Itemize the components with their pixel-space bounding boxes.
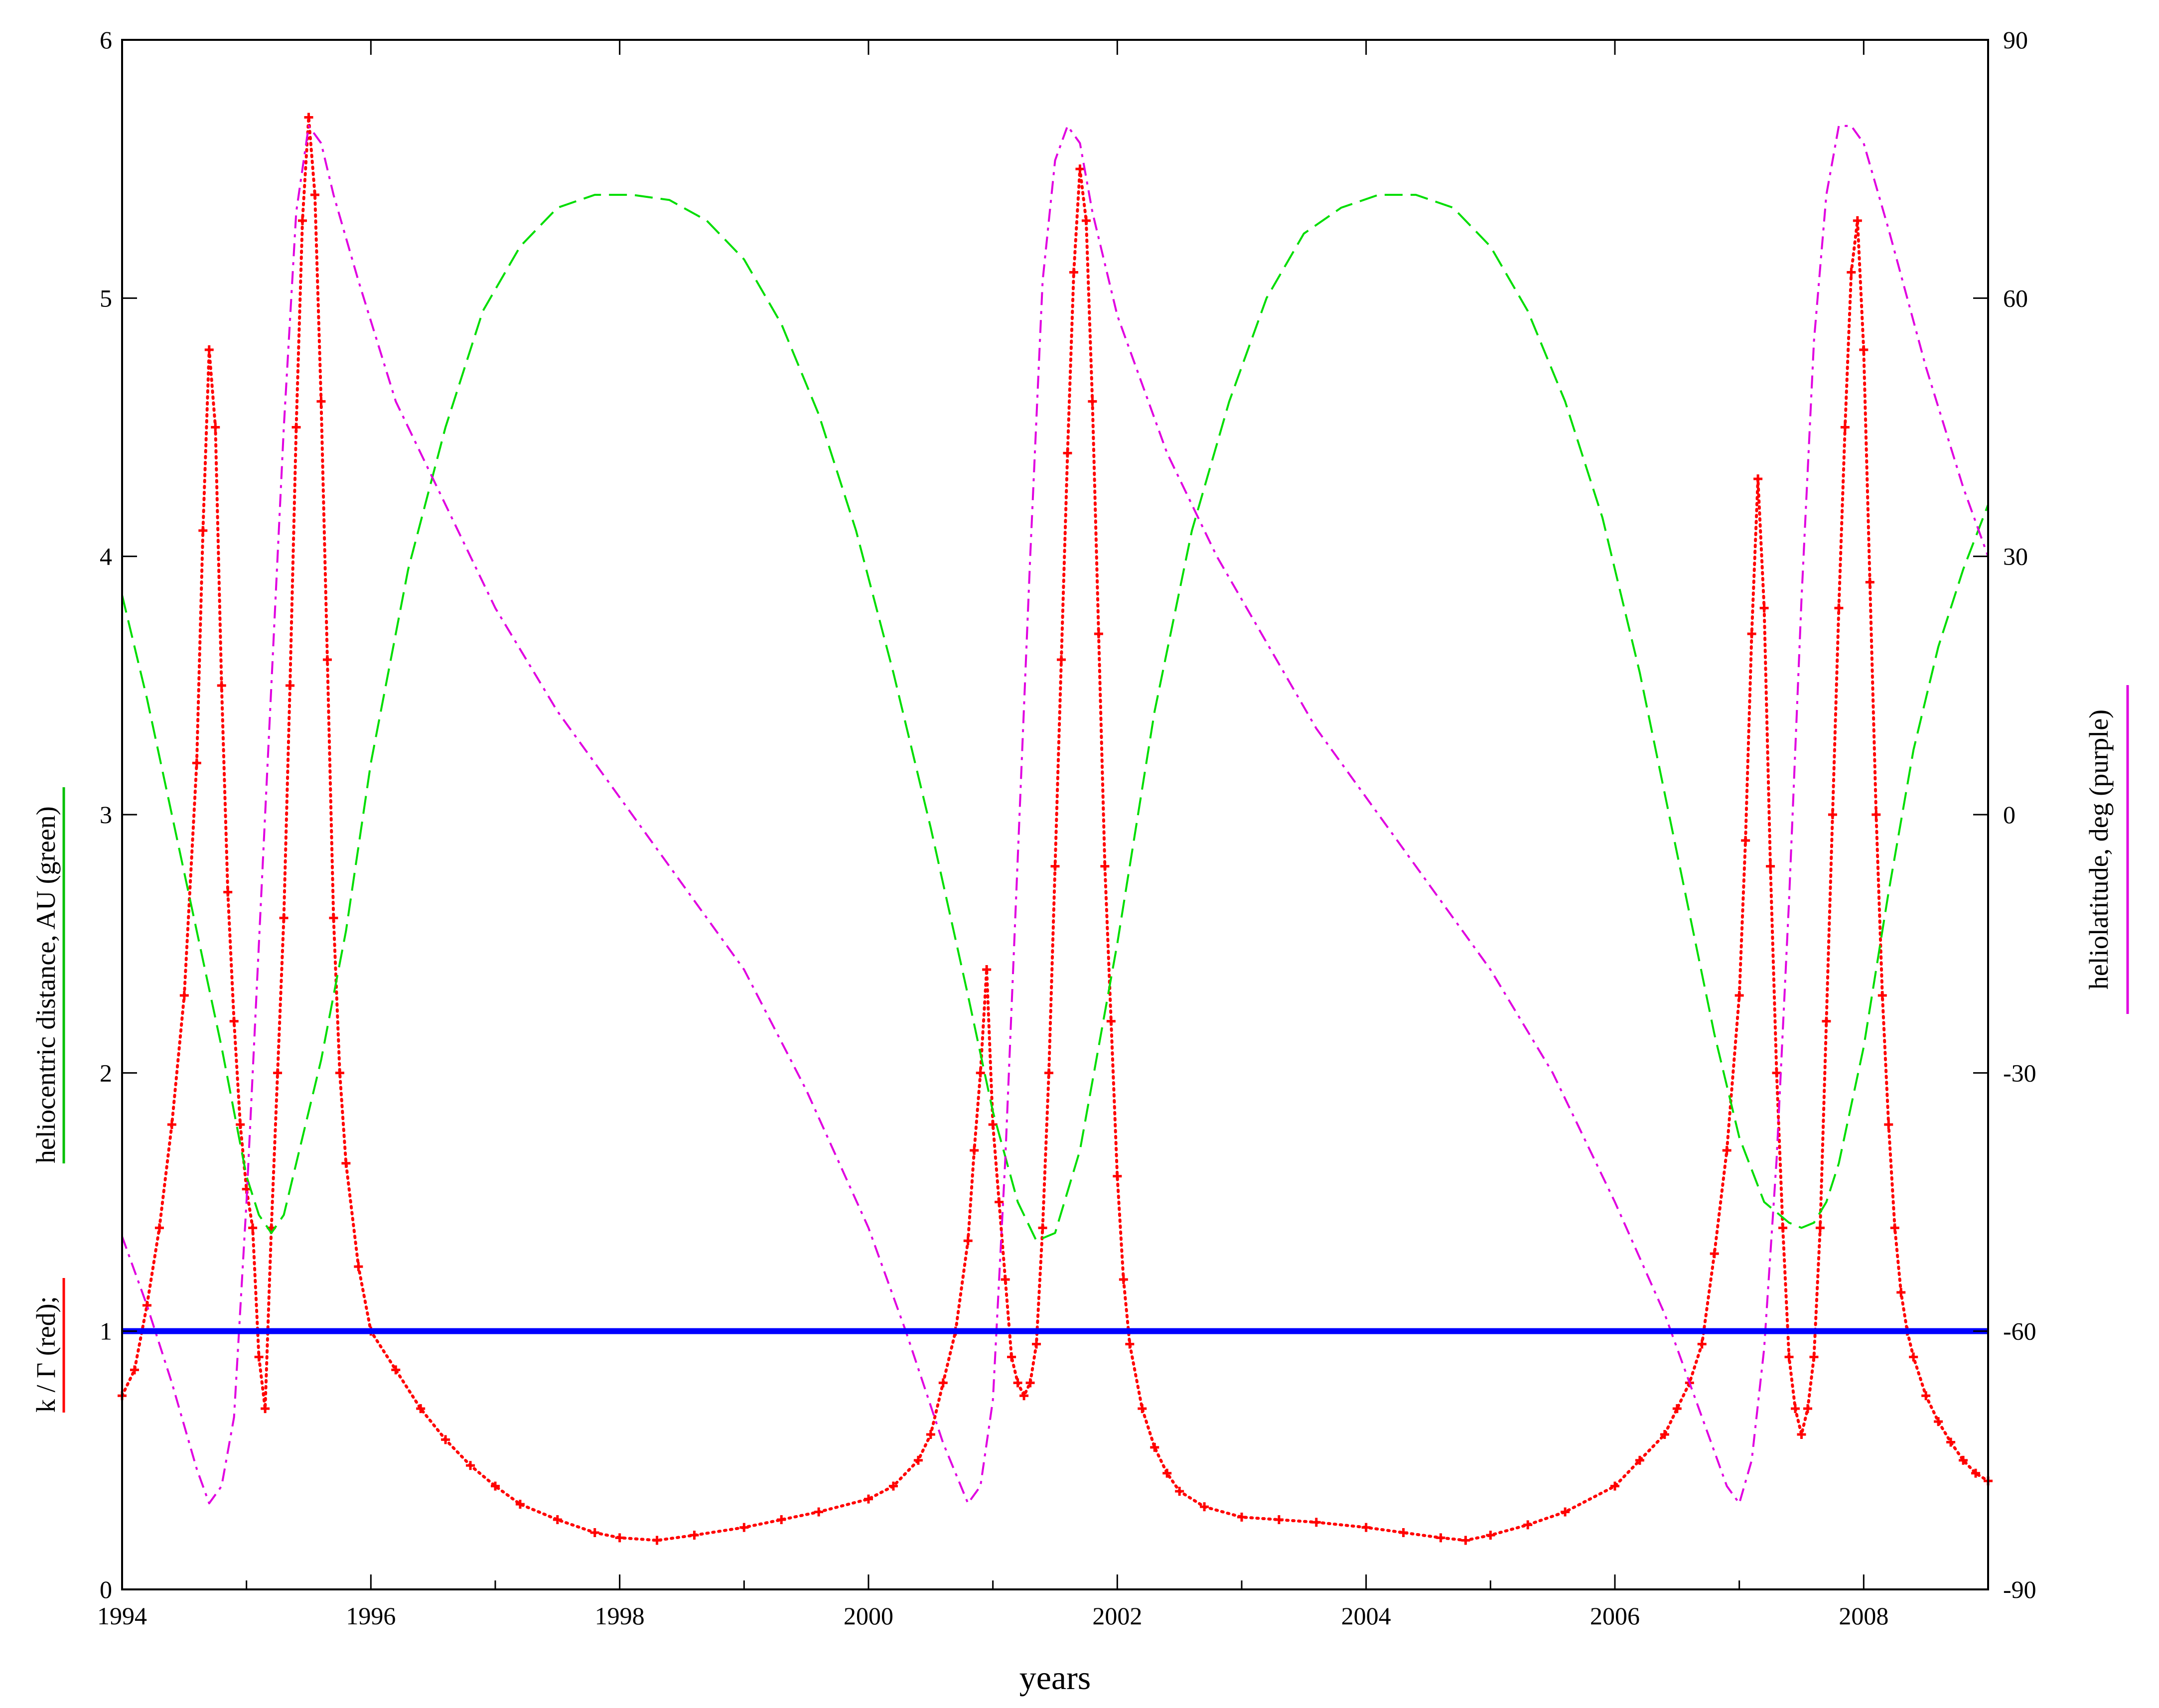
- labels-layer: 1994 1996 1998 2000 2002 2004 2006 2008 0 1 2 3 4 5 6 -…: [31, 26, 2129, 1697]
- y-right-tick-label: -60: [2003, 1317, 2036, 1345]
- y-left-tick-label: 5: [100, 284, 112, 312]
- y-left-tick-label: 1: [100, 1317, 112, 1345]
- x-tick-label: 2004: [1341, 1602, 1391, 1630]
- y-right-tick-label: 60: [2003, 284, 2028, 312]
- y-left-title-part-red: k / Γ (red);: [31, 1296, 61, 1413]
- y-left-title-part-green: heliocentric distance, AU (green): [31, 806, 61, 1163]
- y-right-tick-label: 0: [2003, 801, 2015, 829]
- point-kgamma-37: [491, 1481, 500, 1491]
- point-kgamma-34: [416, 1404, 426, 1414]
- y-right-title-text: heliolatitude, deg (purple): [2084, 710, 2114, 990]
- y-right-axis-title: heliolatitude, deg (purple): [2084, 685, 2129, 1014]
- y-left-tick-label: 2: [100, 1059, 112, 1087]
- y-right-tick-label: -90: [2003, 1575, 2036, 1603]
- y-left-tick-label: 0: [100, 1575, 112, 1603]
- y-right-tick-label: -30: [2003, 1059, 2036, 1087]
- y-right-tick-label: 30: [2003, 543, 2028, 570]
- series-latitude-line: [121, 125, 1989, 1505]
- point-kgamma-136: [1971, 1468, 1981, 1478]
- x-axis-title: years: [1019, 1659, 1091, 1697]
- y-left-tick-label: 4: [100, 543, 112, 570]
- point-kgamma-135: [1959, 1455, 1968, 1465]
- x-tick-label: 1998: [595, 1602, 645, 1630]
- y-left-tick-label: 6: [100, 26, 112, 54]
- series-kgamma-trace: [121, 117, 1990, 1542]
- series-layer: [118, 113, 1993, 1545]
- series-distance-line: [121, 194, 1989, 1242]
- x-tick-label: 2000: [844, 1602, 893, 1630]
- axes-layer: [121, 39, 1989, 1590]
- x-tick-label: 2002: [1092, 1602, 1142, 1630]
- x-tick-label: 1996: [346, 1602, 396, 1630]
- y-left-tick-label: 3: [100, 801, 112, 829]
- y-right-tick-label: 90: [2003, 26, 2028, 54]
- x-tick-label: 2008: [1839, 1602, 1888, 1630]
- x-tick-label: 1994: [97, 1602, 147, 1630]
- x-tick-label: 2006: [1590, 1602, 1640, 1630]
- series-kgamma: [118, 113, 1993, 1545]
- y-left-axis-title: k / Γ (red); heliocentric distance, AU (g…: [31, 787, 65, 1413]
